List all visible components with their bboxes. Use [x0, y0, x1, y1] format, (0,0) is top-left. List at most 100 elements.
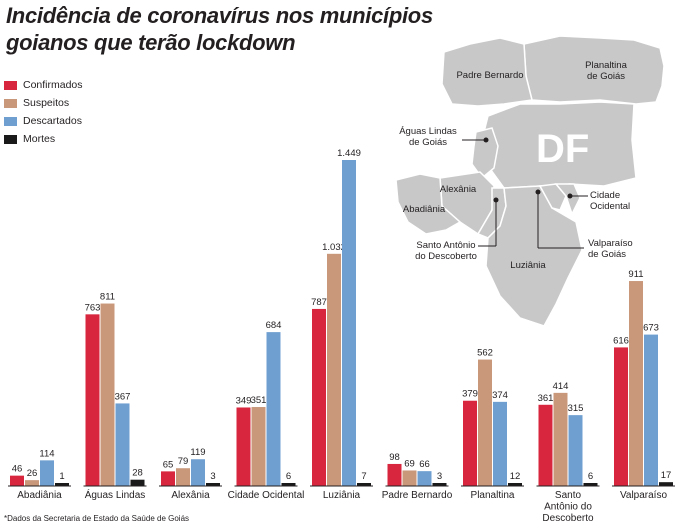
category-label-1: Águas Lindas — [85, 488, 146, 501]
bar-mortes-6 — [508, 483, 522, 486]
bar-confirmados-1 — [85, 314, 100, 486]
data-label-mortes-1: 28 — [132, 468, 143, 479]
data-label-mortes-7: 6 — [588, 471, 593, 482]
map-region-abadiania — [395, 173, 462, 235]
bar-descartados-7 — [568, 415, 583, 486]
bar-descartados-5 — [417, 471, 432, 486]
bar-mortes-5 — [432, 483, 447, 486]
data-label-confirmados-5: 98 — [389, 452, 400, 463]
bar-confirmados-2 — [161, 471, 175, 486]
data-label-mortes-4: 7 — [361, 471, 366, 482]
category-label-4: Luziânia — [323, 490, 361, 501]
bar-mortes-3 — [281, 483, 296, 486]
data-label-descartados-0: 114 — [39, 448, 54, 459]
bar-confirmados-3 — [236, 407, 251, 486]
chart-title: Incidência de coronavírus nos municípios… — [6, 2, 476, 56]
leader-dot-cidade-ocidental — [567, 193, 573, 199]
map: DF — [395, 35, 665, 327]
legend-item-mortes: Mortes — [4, 130, 83, 148]
category-label-3: Cidade Ocidental — [228, 490, 305, 501]
legend-swatch-confirmados — [4, 80, 17, 90]
bar-mortes-1 — [130, 479, 145, 486]
data-label-mortes-3: 6 — [286, 471, 291, 482]
bar-confirmados-4 — [312, 308, 326, 486]
map-region-cidade-ocidental — [554, 183, 581, 216]
data-label-suspeitos-7: 414 — [553, 381, 569, 392]
data-label-mortes-8: 17 — [661, 470, 672, 481]
bar-confirmados-5 — [387, 463, 402, 486]
bar-descartados-1 — [115, 403, 130, 486]
map-label-df: DF — [536, 127, 589, 171]
data-label-suspeitos-8: 911 — [628, 269, 643, 280]
map-label-7: Santo Antônio do Descoberto — [415, 240, 477, 262]
data-label-mortes-5: 3 — [437, 471, 442, 482]
title-line-2: goianos que terão lockdown — [6, 30, 296, 55]
bar-descartados-4 — [342, 160, 356, 486]
legend-item-suspeitos: Suspeitos — [4, 94, 83, 112]
bar-descartados-6 — [493, 401, 507, 486]
data-label-descartados-1: 367 — [115, 391, 131, 402]
leader-dot-santo-antonio — [493, 197, 499, 203]
data-label-descartados-2: 119 — [190, 447, 205, 458]
footnote: *Dados da Secretaria de Estado da Saúde … — [4, 514, 190, 523]
leader-dot-valparaiso — [535, 189, 541, 195]
map-label-0: Padre Bernardo — [456, 70, 523, 81]
data-label-suspeitos-2: 79 — [178, 456, 189, 467]
data-label-confirmados-6: 379 — [462, 389, 478, 400]
category-label-5: Padre Bernardo — [382, 490, 453, 501]
legend-item-confirmados: Confirmados — [4, 76, 83, 94]
leader-dot-aguas-lindas — [483, 137, 489, 143]
category-label-8: Valparaíso — [620, 490, 668, 501]
data-label-confirmados-2: 65 — [163, 459, 174, 470]
bar-suspeitos-3 — [251, 407, 266, 486]
data-label-mortes-0: 1 — [59, 471, 64, 482]
map-labels: Padre Bernardo Planaltina de Goiás Águas Li… — [399, 60, 633, 271]
map-region-planaltina — [523, 35, 665, 105]
legend-swatch-descartados — [4, 116, 17, 126]
map-label-3: Alexânia — [440, 184, 477, 195]
map-label-8: Luziânia — [510, 260, 546, 271]
bar-confirmados-6 — [463, 400, 477, 486]
data-label-confirmados-3: 349 — [236, 395, 252, 406]
data-label-suspeitos-0: 26 — [27, 468, 38, 479]
data-label-mortes-2: 3 — [210, 471, 215, 482]
bar-confirmados-8 — [614, 347, 628, 486]
bar-mortes-8 — [659, 482, 673, 486]
data-label-confirmados-8: 616 — [613, 335, 629, 346]
data-label-confirmados-7: 361 — [538, 393, 554, 404]
bar-suspeitos-7 — [553, 392, 568, 486]
bar-mortes-2 — [206, 483, 220, 486]
data-label-confirmados-1: 763 — [85, 302, 101, 313]
bar-descartados-2 — [191, 459, 205, 486]
legend-swatch-mortes — [4, 134, 17, 144]
bar-suspeitos-1 — [100, 303, 115, 486]
map-label-1: Planaltina de Goiás — [585, 60, 627, 82]
title-line-1: Incidência de coronavírus nos municípios — [6, 3, 433, 28]
bar-mortes-4 — [357, 483, 371, 486]
map-label-6: Valparaíso de Goiás — [588, 238, 633, 260]
legend-label-mortes: Mortes — [23, 133, 56, 145]
category-label-2: Alexânia — [171, 490, 210, 501]
bar-suspeitos-2 — [176, 468, 190, 486]
data-label-descartados-4: 1.449 — [337, 148, 361, 159]
bar-descartados-0 — [40, 460, 54, 486]
bar-descartados-8 — [644, 334, 658, 486]
data-label-suspeitos-3: 351 — [251, 395, 267, 406]
bar-suspeitos-5 — [402, 470, 417, 486]
data-label-confirmados-0: 46 — [12, 464, 23, 475]
legend-item-descartados: Descartados — [4, 112, 83, 130]
legend-label-descartados: Descartados — [23, 115, 82, 127]
data-label-descartados-8: 673 — [643, 323, 659, 334]
map-label-4: Abadiânia — [403, 204, 446, 215]
data-label-mortes-6: 12 — [510, 471, 521, 482]
bar-suspeitos-6 — [478, 359, 492, 486]
category-label-7: Santo Antônio do Descoberto — [542, 490, 594, 524]
bar-suspeitos-0 — [25, 480, 39, 486]
data-label-confirmados-4: 787 — [311, 297, 327, 308]
bar-confirmados-0 — [10, 475, 24, 486]
legend-swatch-suspeitos — [4, 98, 17, 108]
bar-descartados-3 — [266, 332, 281, 486]
data-label-suspeitos-1: 811 — [100, 292, 115, 303]
bar-suspeitos-4 — [327, 253, 341, 486]
